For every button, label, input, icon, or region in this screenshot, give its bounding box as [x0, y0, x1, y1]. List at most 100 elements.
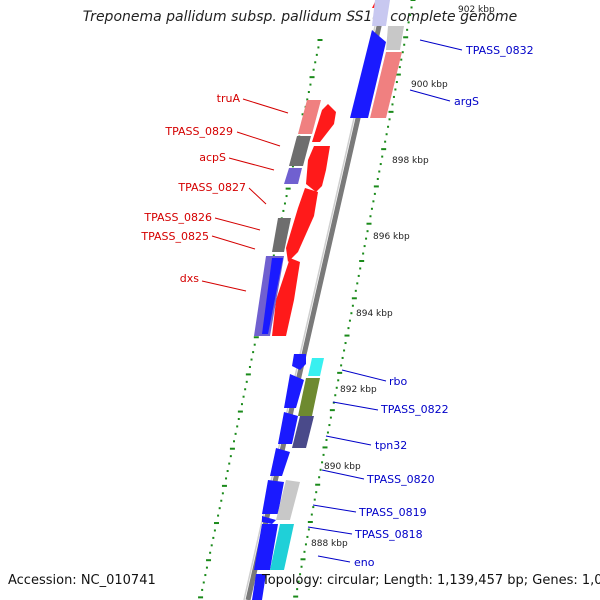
- minor-tick: [234, 432, 237, 435]
- leader-line: [214, 217, 261, 231]
- minor-tick: [378, 170, 381, 173]
- minor-tick: [384, 140, 387, 143]
- cds-feature: [312, 104, 336, 142]
- gene-label-eno[interactable]: eno: [354, 556, 375, 569]
- major-tick: [317, 39, 323, 41]
- gene-label-acpS[interactable]: acpS: [199, 151, 226, 164]
- minor-tick: [387, 125, 390, 128]
- cds-feature: [262, 258, 283, 334]
- minor-tick: [304, 543, 307, 546]
- leader-line: [228, 157, 275, 171]
- minor-tick: [329, 416, 332, 419]
- cds-feature: [289, 136, 311, 166]
- minor-tick: [388, 118, 391, 121]
- gene-label-TPASS_0826[interactable]: TPASS_0826: [143, 211, 212, 224]
- major-tick: [315, 483, 321, 486]
- minor-tick: [296, 588, 299, 591]
- minor-tick: [306, 535, 309, 538]
- gene-label-TPASS_0829[interactable]: TPASS_0829: [164, 125, 233, 138]
- gene-leader-lines: [201, 39, 463, 563]
- minor-tick: [272, 254, 275, 257]
- minor-tick: [240, 403, 243, 406]
- minor-tick: [248, 365, 251, 368]
- minor-tick: [343, 349, 346, 352]
- major-tick: [213, 522, 219, 525]
- leader-line: [201, 280, 247, 292]
- minor-tick: [237, 417, 240, 420]
- cds-feature: [270, 524, 294, 570]
- minor-tick: [340, 364, 343, 367]
- gene-label-TPASS_0832[interactable]: TPASS_0832: [465, 44, 534, 57]
- genome-summary-text: Topology: circular; Length: 1,139,457 bp…: [262, 573, 600, 588]
- gene-label-rbo[interactable]: rbo: [389, 375, 408, 388]
- major-tick: [309, 76, 315, 79]
- gene-label-dxs[interactable]: dxs: [180, 272, 199, 285]
- map-title: Treponema pallidum subsp. pallidum SS14,…: [82, 9, 518, 25]
- minor-tick: [250, 358, 253, 361]
- kbp-label: 888 kbp: [311, 539, 348, 549]
- minor-tick: [362, 252, 365, 255]
- minor-tick: [318, 476, 321, 479]
- cds-feature: [286, 188, 318, 262]
- gene-label-TPASS_0827[interactable]: TPASS_0827: [177, 181, 246, 194]
- leader-line: [317, 555, 351, 563]
- cds-feature: [292, 416, 314, 448]
- cds-feature: [292, 354, 306, 370]
- major-tick: [388, 110, 394, 113]
- minor-tick: [253, 343, 256, 346]
- cds-feature: [270, 448, 290, 476]
- minor-tick: [213, 529, 216, 532]
- leader-line: [312, 504, 357, 513]
- gene-label-TPASS_0819[interactable]: TPASS_0819: [358, 506, 427, 519]
- cds-feature: [372, 0, 390, 26]
- minor-tick: [350, 312, 353, 315]
- minor-tick: [351, 304, 354, 307]
- cds-feature: [272, 258, 300, 336]
- minor-tick: [392, 95, 395, 98]
- minor-tick: [409, 13, 412, 16]
- major-tick: [237, 410, 243, 413]
- minor-tick: [347, 327, 350, 330]
- kbp-label: 892 kbp: [340, 385, 377, 395]
- minor-tick: [291, 165, 294, 168]
- gene-label-TPASS_0825[interactable]: TPASS_0825: [140, 230, 209, 243]
- minor-tick: [315, 491, 318, 494]
- leader-line: [307, 526, 353, 535]
- gene-label-TPASS_0820[interactable]: TPASS_0820: [366, 473, 435, 486]
- major-tick: [245, 373, 251, 376]
- minor-tick: [372, 200, 375, 203]
- major-tick: [329, 409, 335, 412]
- cds-feature: [252, 574, 266, 600]
- cds-feature: [370, 52, 402, 118]
- cds-feature: [262, 480, 284, 514]
- gene-label-TPASS_0822[interactable]: TPASS_0822: [380, 403, 449, 416]
- minor-tick: [322, 453, 325, 456]
- minor-tick: [317, 46, 320, 49]
- gene-label-tpn32[interactable]: tpn32: [375, 439, 407, 452]
- gene-label-TPASS_0818[interactable]: TPASS_0818: [354, 528, 423, 541]
- minor-tick: [212, 536, 215, 539]
- minor-tick: [354, 289, 357, 292]
- cds-feature: [278, 412, 298, 444]
- leader-line: [419, 39, 463, 51]
- minor-tick: [379, 163, 382, 166]
- cds-feature: [284, 168, 302, 184]
- inner-tick-ring: [293, 0, 416, 598]
- minor-tick: [236, 425, 239, 428]
- minor-tick: [401, 51, 404, 54]
- gene-label-argS[interactable]: argS: [454, 95, 479, 108]
- minor-tick: [303, 550, 306, 553]
- major-tick: [410, 0, 416, 1]
- major-tick: [373, 185, 379, 188]
- gene-label-truA[interactable]: truA: [217, 92, 241, 105]
- minor-tick: [221, 492, 224, 495]
- minor-tick: [220, 499, 223, 502]
- leader-line: [321, 469, 365, 480]
- cds-feature: [306, 146, 330, 192]
- minor-tick: [341, 356, 344, 359]
- minor-tick: [225, 477, 228, 480]
- minor-tick: [328, 424, 331, 427]
- minor-tick: [395, 81, 398, 84]
- minor-tick: [309, 83, 312, 86]
